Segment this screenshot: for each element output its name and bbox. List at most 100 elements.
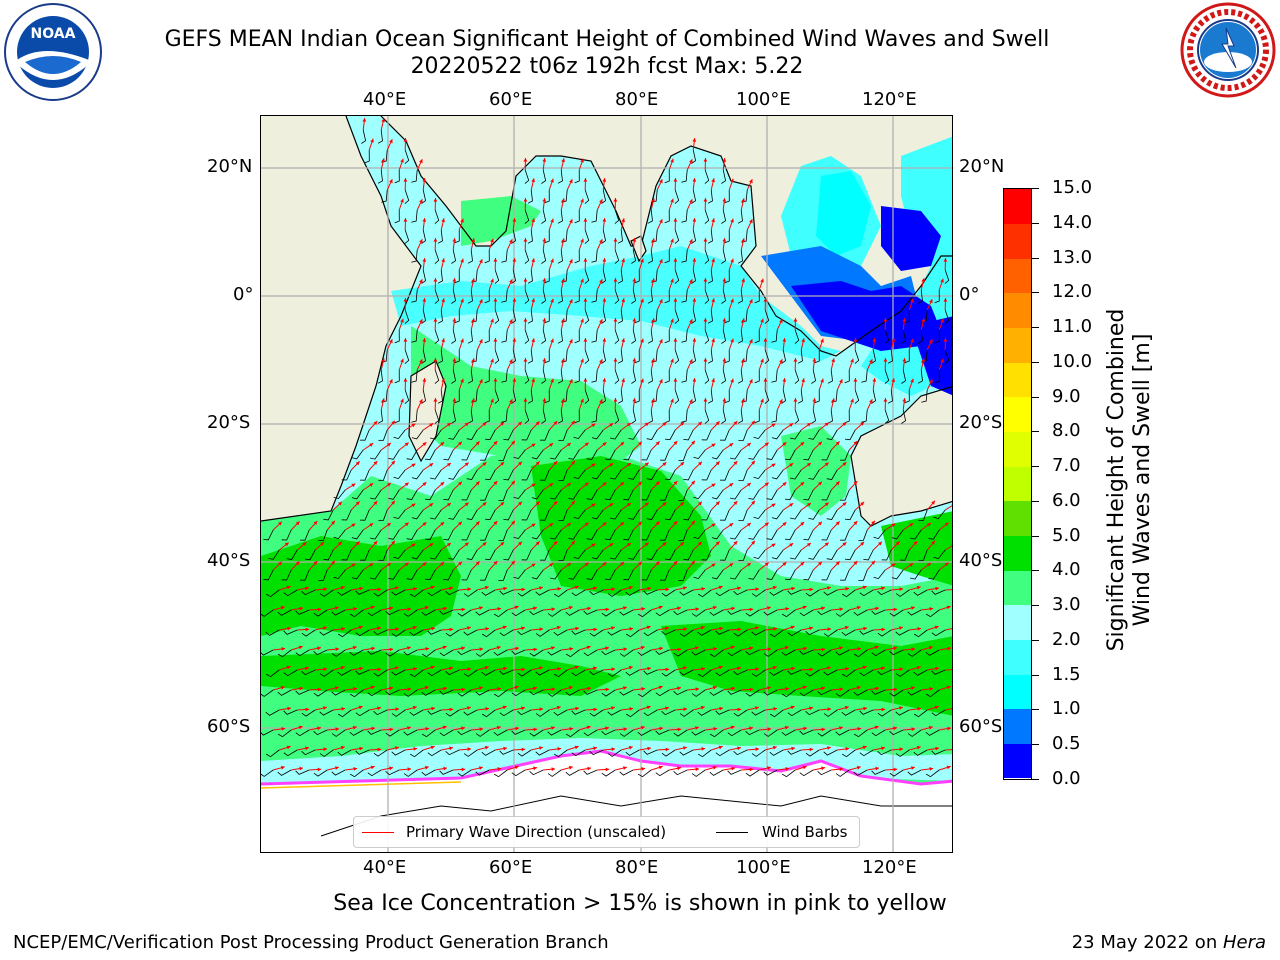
wave-arrow-head [512,218,517,222]
wave-arrow-head [553,461,558,465]
wave-arrow-head [593,707,598,712]
wind-barb [388,449,400,460]
wind-barb [589,589,604,596]
colorbar-title: Significant Height of Combined Wind Waves… [1104,308,1155,652]
wave-arrow-head [613,238,618,242]
wind-barb [517,669,532,677]
wave-arrow-head [869,399,873,404]
wave-arrow-head [533,766,537,771]
wind-barb [721,289,727,304]
wave-arrow-head [827,627,832,632]
wind-barb [808,509,820,520]
wind-barb [583,769,598,775]
wind-barb [637,689,652,698]
wind-barb [887,349,893,364]
wind-barbs-legend-line [716,832,748,833]
wave-arrow-head [452,238,457,242]
wind-barb [913,629,928,638]
wave-arrow-head [692,178,697,182]
wave-arrow-head [899,747,904,752]
wave-height-map [261,116,952,852]
wave-arrow-head [493,298,498,302]
wave-arrow-head [670,198,674,203]
wind-barb [265,589,280,598]
wind-barb [411,429,424,440]
wave-arrow-head [711,178,715,183]
wind-barb [664,509,676,521]
wind-barb [373,589,388,597]
wave-arrow-head [464,502,469,507]
wind-barb [664,469,676,481]
wave-arrow-head [371,726,375,731]
wind-barb [393,429,406,440]
wind-barb [547,609,562,617]
wave-arrow-head [449,586,453,591]
wind-barb [351,529,364,540]
wind-barb [805,589,820,597]
wave-arrow-head [627,463,631,467]
wind-barb [443,569,454,581]
wave-arrow-head [561,398,565,403]
wave-arrow-head [809,626,813,631]
wave-arrow-head [670,398,674,403]
colorbar-tick-label: 13.0 [1052,246,1093,268]
wind-barb [821,489,832,501]
wind-barb [337,629,352,638]
wave-arrow-head [542,158,547,162]
wind-barb [691,649,706,656]
wind-barb [631,369,637,384]
wind-barb [679,589,694,596]
wind-barb [721,369,727,384]
wind-barb [539,469,550,481]
wave-arrow-head [771,543,776,548]
map-legend: Primary Wave Direction (unscaled) Wind B… [353,816,860,848]
wave-arrow-head [509,399,513,404]
wind-barb [610,469,622,480]
wave-arrow-head [571,420,575,425]
wind-barb [283,669,298,677]
wave-arrow-head [533,727,538,732]
wind-barb [521,509,532,521]
wind-barb [377,129,383,144]
wave-arrow [945,708,952,711]
wave-arrow-head [569,259,573,264]
wind-barb [721,209,727,224]
wind-barb [337,669,352,676]
wind-barb [378,429,388,441]
wave-arrow-head [568,685,573,690]
wind-barb [524,409,530,424]
wave-arrow-head [317,646,321,651]
colorbar-tick [1032,639,1039,641]
wave-arrow-head [431,706,435,711]
wind-barb [661,709,676,716]
wave-arrow-head [550,258,554,263]
wave-arrow-head [574,745,579,750]
wind-barb [871,769,886,775]
wind-barb [745,729,760,736]
wave-arrow-head [862,665,867,670]
wave-arrow-head [760,318,764,323]
wind-barb [529,769,544,776]
wave-arrow-head [863,706,867,711]
map-area[interactable] [260,115,953,853]
wave-arrow-head [651,198,655,203]
wave-arrow-head [824,462,829,467]
wind-barb [659,489,670,501]
wave-arrow-head [698,421,702,426]
wind-barb [711,529,724,540]
wind-barb [737,369,743,384]
wind-barb [511,269,517,284]
wave-arrow-head [902,318,907,322]
wave-arrow-head [523,278,528,282]
wave-arrow-head [946,765,951,770]
wave-arrow-head [856,765,861,770]
wave-arrow-head [665,587,670,592]
wave-arrow-head [695,646,699,650]
svg-text:NOAA: NOAA [31,26,76,42]
wind-barb [277,689,292,696]
wave-arrow-head [551,767,556,772]
wave-arrow-head [911,727,916,732]
wave-arrow-head [692,338,697,342]
wave-arrow-head [460,338,464,343]
wave-arrow-head [737,707,742,712]
